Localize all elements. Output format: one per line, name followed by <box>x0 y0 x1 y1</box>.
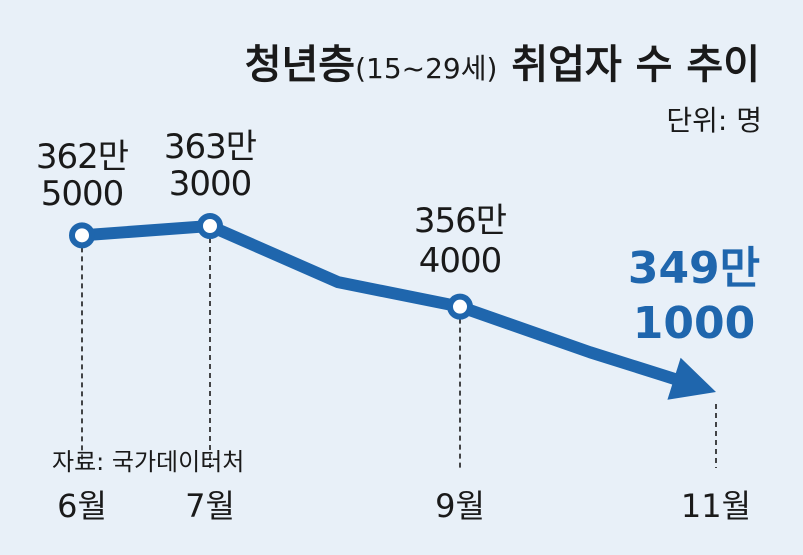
title-sub: (15~29세) <box>355 52 497 85</box>
data-label-11월-remainder: 1000 <box>633 298 755 349</box>
data-label-9월-remainder: 4000 <box>419 241 502 281</box>
chart-title: 청년층(15~29세) 취업자 수 추이 <box>245 42 760 88</box>
data-point-9월 <box>447 293 473 320</box>
unit-label: 단위: 명 <box>666 104 762 137</box>
title-main: 청년층 <box>245 42 355 88</box>
x-tick-9월: 9월 <box>435 487 485 525</box>
series-line-path <box>76 220 684 386</box>
data-point-6월 <box>69 222 95 249</box>
data-label-7월-remainder: 3000 <box>169 164 252 204</box>
data-label-6월-value: 362만 <box>36 137 129 177</box>
series-line <box>76 220 716 400</box>
data-label-6월-remainder: 5000 <box>41 174 124 214</box>
series-arrowhead <box>667 357 716 400</box>
source-note: 자료: 국가데이터처 <box>52 448 244 476</box>
x-tick-11월: 11월 <box>681 487 751 525</box>
data-label-9월-value: 356만 <box>414 201 507 241</box>
data-label-11월-value: 349만 <box>628 243 760 294</box>
title-tail: 취업자 수 추이 <box>497 42 760 88</box>
data-point-7월 <box>197 213 223 239</box>
drop-lines <box>81 238 717 468</box>
data-markers <box>69 213 473 320</box>
x-tick-7월: 7월 <box>185 487 235 525</box>
data-label-7월-value: 363만 <box>164 127 257 167</box>
x-axis-ticks: 6월 7월 9월 11월 <box>57 487 751 525</box>
x-tick-6월: 6월 <box>57 487 107 525</box>
